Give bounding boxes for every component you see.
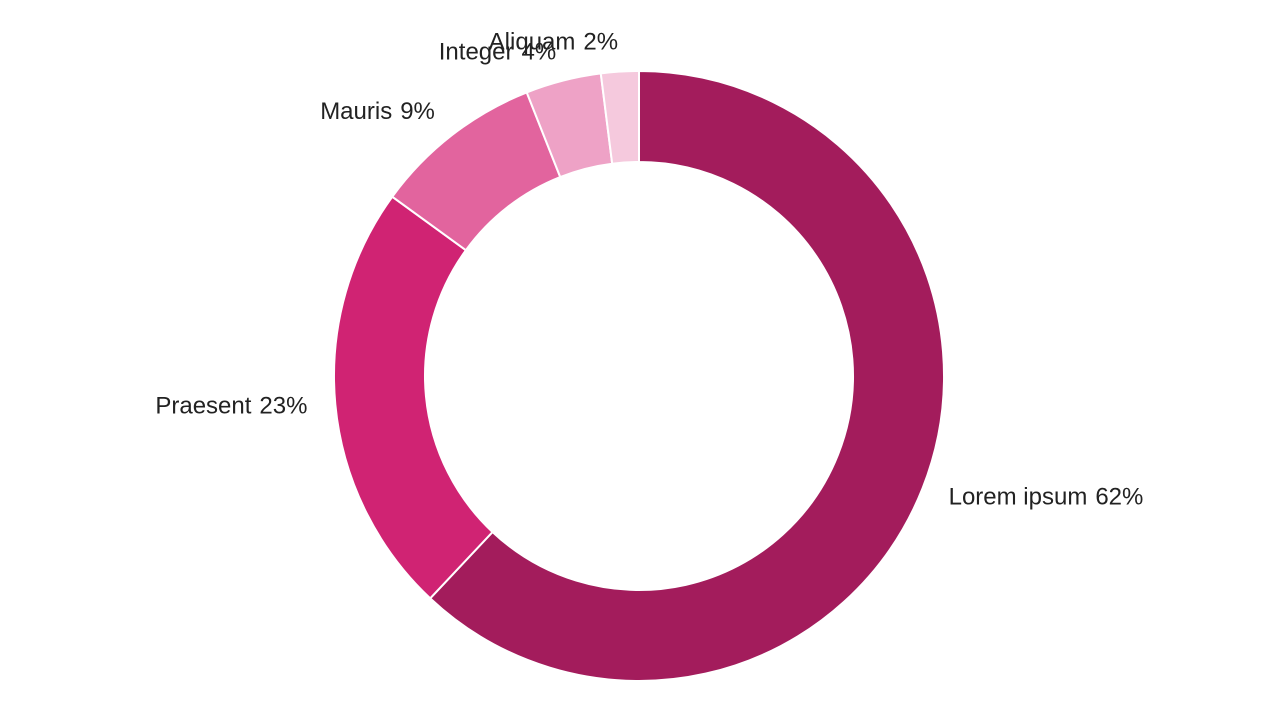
- segment-label: Integer 4%: [439, 39, 556, 66]
- category-label: Lorem ipsum: [949, 484, 1088, 511]
- donut-segment: [599, 69, 640, 165]
- category-label: Aliquam: [489, 29, 576, 56]
- category-label: Praesent: [155, 393, 251, 420]
- value-label: 62%: [1095, 484, 1143, 511]
- donut-segment: [333, 195, 494, 600]
- segment-label: Aliquam 2%: [489, 29, 618, 56]
- segment-label: Mauris 9%: [320, 98, 435, 125]
- value-label: 4%: [521, 39, 556, 66]
- donut-segment: [428, 69, 945, 682]
- value-label: 2%: [583, 29, 618, 56]
- category-label: Integer: [439, 39, 514, 66]
- value-label: 23%: [259, 393, 307, 420]
- segment-label: Lorem ipsum 62%: [949, 484, 1144, 511]
- value-label: 9%: [400, 98, 435, 125]
- category-label: Mauris: [320, 98, 392, 125]
- segment-label: Praesent 23%: [155, 393, 307, 420]
